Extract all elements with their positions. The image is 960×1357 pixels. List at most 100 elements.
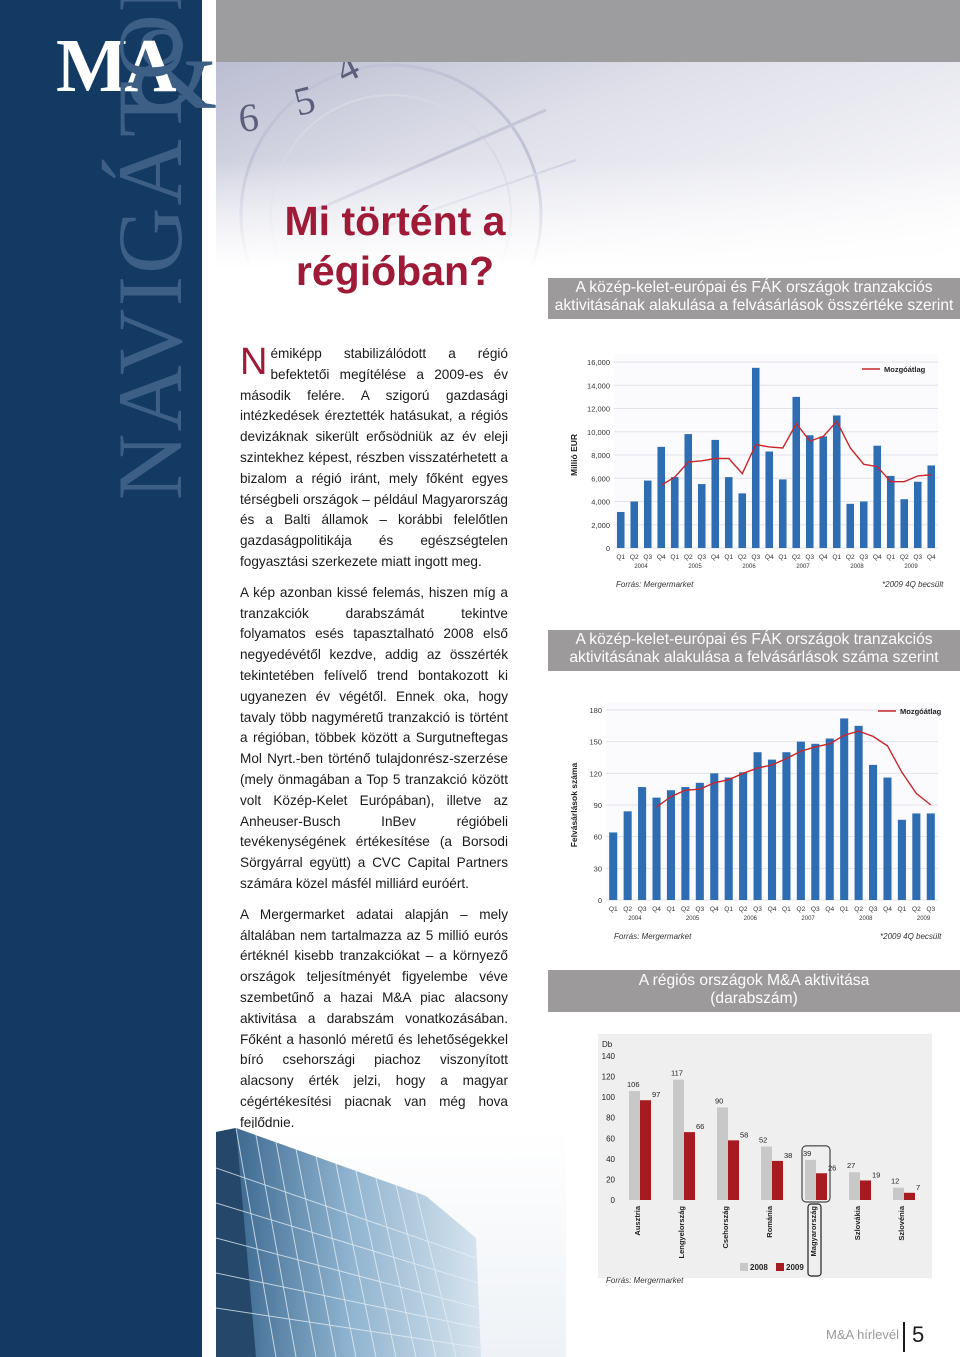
chart1-xtick-label: Q4 xyxy=(657,554,666,561)
chart1-bar xyxy=(684,434,693,548)
chart1-year-label: 2004 xyxy=(634,564,648,570)
chart2-heading: A közép-kelet-európai és FÁK országok tr… xyxy=(548,630,960,671)
article-paragraph-2: A kép azonban kissé felemás, hiszen míg … xyxy=(240,584,508,891)
page-title: Mi történt a régióban? xyxy=(250,196,540,296)
chart1-bar xyxy=(670,477,679,548)
chart3-ytick-label: 100 xyxy=(602,1093,616,1102)
chart1-year-label: 2006 xyxy=(742,564,756,570)
chart2-panel: 0 30 60 90 120 150 180 Mozgóátlag Q1 Q2 Q3 Q4 Q1 Q2 Q3… xyxy=(562,688,948,924)
chart2-xtick-label: Q3 xyxy=(869,906,878,913)
chart3-xtick-label: Szlovákia xyxy=(853,1205,862,1240)
chart1-plot-area xyxy=(614,354,938,548)
chart3-ytick-label: 20 xyxy=(606,1175,615,1184)
chart1-xtick-label: Q2 xyxy=(900,554,909,561)
article-paragraph-3: A Mergermarket adatai alapján – mely ált… xyxy=(240,906,508,1130)
chart3-ytick-label: 60 xyxy=(606,1134,615,1143)
chart1-bar xyxy=(778,479,787,548)
chart2-bar xyxy=(840,718,849,900)
chart2-xtick-label: Q1 xyxy=(609,906,618,913)
chart1-xtick-label: Q2 xyxy=(846,554,855,561)
chart1-bar xyxy=(886,475,895,548)
chart3-bar-2008 xyxy=(761,1146,772,1200)
chart1-ytick-label: 14,000 xyxy=(587,381,610,390)
chart3-ylabel: Db xyxy=(602,1040,613,1049)
chart1-heading-line2: aktivitásának alakulása a felvásárlások … xyxy=(554,297,954,314)
chart1-xtick-label: Q2 xyxy=(738,554,747,561)
chart1-bar xyxy=(711,439,720,548)
chart1-xtick-label: Q1 xyxy=(832,554,841,561)
footer-label: M&A hírlevél xyxy=(826,1327,899,1342)
chart3-data-label: 66 xyxy=(696,1122,704,1131)
chart2-xtick-label: Q3 xyxy=(811,906,820,913)
chart3-source: Forrás: Mergermarket xyxy=(606,1276,684,1285)
page-title-line1: Mi történt a xyxy=(284,198,506,244)
chart1-ytick-label: 2,000 xyxy=(591,521,610,530)
chart3-highlight-box xyxy=(807,1203,822,1277)
chart3-highlight-bars xyxy=(801,1145,831,1203)
chart1-bar xyxy=(792,396,801,548)
chart2-xtick-label: Q4 xyxy=(883,906,892,913)
chart3-ytick-label: 40 xyxy=(606,1155,615,1164)
chart1-year-label: 2007 xyxy=(796,564,810,570)
chart1-xtick-label: Q4 xyxy=(765,554,774,561)
chart1-ytick-label: 0 xyxy=(606,544,610,553)
clock-digit-6: 6 xyxy=(236,94,261,141)
chart1-bar xyxy=(643,480,652,548)
chart1-ylabel: Millió EUR xyxy=(569,434,579,476)
chart2-heading-line2: aktivitásának alakulása a felvásárlások … xyxy=(569,649,939,666)
chart3-data-label: 90 xyxy=(715,1096,723,1105)
building-photo xyxy=(216,1128,566,1357)
chart2-xtick-label: Q4 xyxy=(825,906,834,913)
chart3-xtick-label: Ausztria xyxy=(633,1205,642,1235)
chart2-ytick-label: 60 xyxy=(594,833,602,842)
chart2-bar xyxy=(897,819,906,900)
chart2-xtick-label: Q2 xyxy=(681,906,690,913)
chart3-heading-line1: A régiós országok M&A aktivitása xyxy=(638,972,870,989)
chart1-bar xyxy=(630,501,639,548)
chart1-bar xyxy=(859,501,868,548)
chart3-bar-2009 xyxy=(684,1132,695,1200)
chart2-year-label: 2006 xyxy=(744,916,758,922)
chart3-data-label: 58 xyxy=(740,1130,748,1139)
chart3-xtick-label: Románia xyxy=(765,1205,774,1238)
chart3-data-label: 97 xyxy=(652,1090,660,1099)
chart1-xtick-label: Q3 xyxy=(697,554,706,561)
chart2-bar xyxy=(739,772,748,900)
chart2-ytick-label: 180 xyxy=(589,706,602,715)
chart2-bar xyxy=(710,773,719,900)
chart3-bar-2008 xyxy=(717,1107,728,1200)
chart2-bar xyxy=(695,782,704,900)
chart3-xtick-label: Szlovénia xyxy=(897,1205,906,1240)
chart3-ytick-label: 0 xyxy=(611,1196,616,1205)
chart3-bar-2009 xyxy=(772,1160,783,1200)
chart2-year-label: 2004 xyxy=(628,916,642,922)
chart2-bar xyxy=(666,790,675,900)
chart2-xtick-label: Q1 xyxy=(840,906,849,913)
chart3-data-label: 7 xyxy=(916,1183,920,1192)
chart2-bar xyxy=(854,725,863,900)
chart2-bar xyxy=(753,752,762,900)
chart2-bar xyxy=(724,777,733,900)
chart1-xtick-label: Q1 xyxy=(778,554,787,561)
chart1-bar xyxy=(657,446,666,548)
chart2-xtick-label: Q3 xyxy=(695,906,704,913)
chart1-xtick-label: Q2 xyxy=(630,554,639,561)
chart1-xtick-label: Q1 xyxy=(886,554,895,561)
chart1-xtick-label: Q3 xyxy=(805,554,814,561)
chart3-ytick-label: 120 xyxy=(602,1073,616,1082)
chart1-xtick-label: Q3 xyxy=(643,554,652,561)
chart1-ytick-label: 10,000 xyxy=(587,428,610,437)
chart1-xtick-label: Q1 xyxy=(724,554,733,561)
chart1-xtick-label: Q1 xyxy=(670,554,679,561)
chart2-ytick-label: 30 xyxy=(594,864,602,873)
chart3-bar-2009 xyxy=(860,1180,871,1200)
chart1-bar xyxy=(846,503,855,548)
chart2-xtick-label: Q2 xyxy=(739,906,748,913)
chart3-data-label: 38 xyxy=(784,1151,792,1160)
page-number: 5 xyxy=(912,1322,925,1347)
chart2-xtick-label: Q1 xyxy=(724,906,733,913)
chart1-year-label: 2008 xyxy=(850,564,864,570)
chart2-note: *2009 4Q becsült xyxy=(880,932,942,941)
